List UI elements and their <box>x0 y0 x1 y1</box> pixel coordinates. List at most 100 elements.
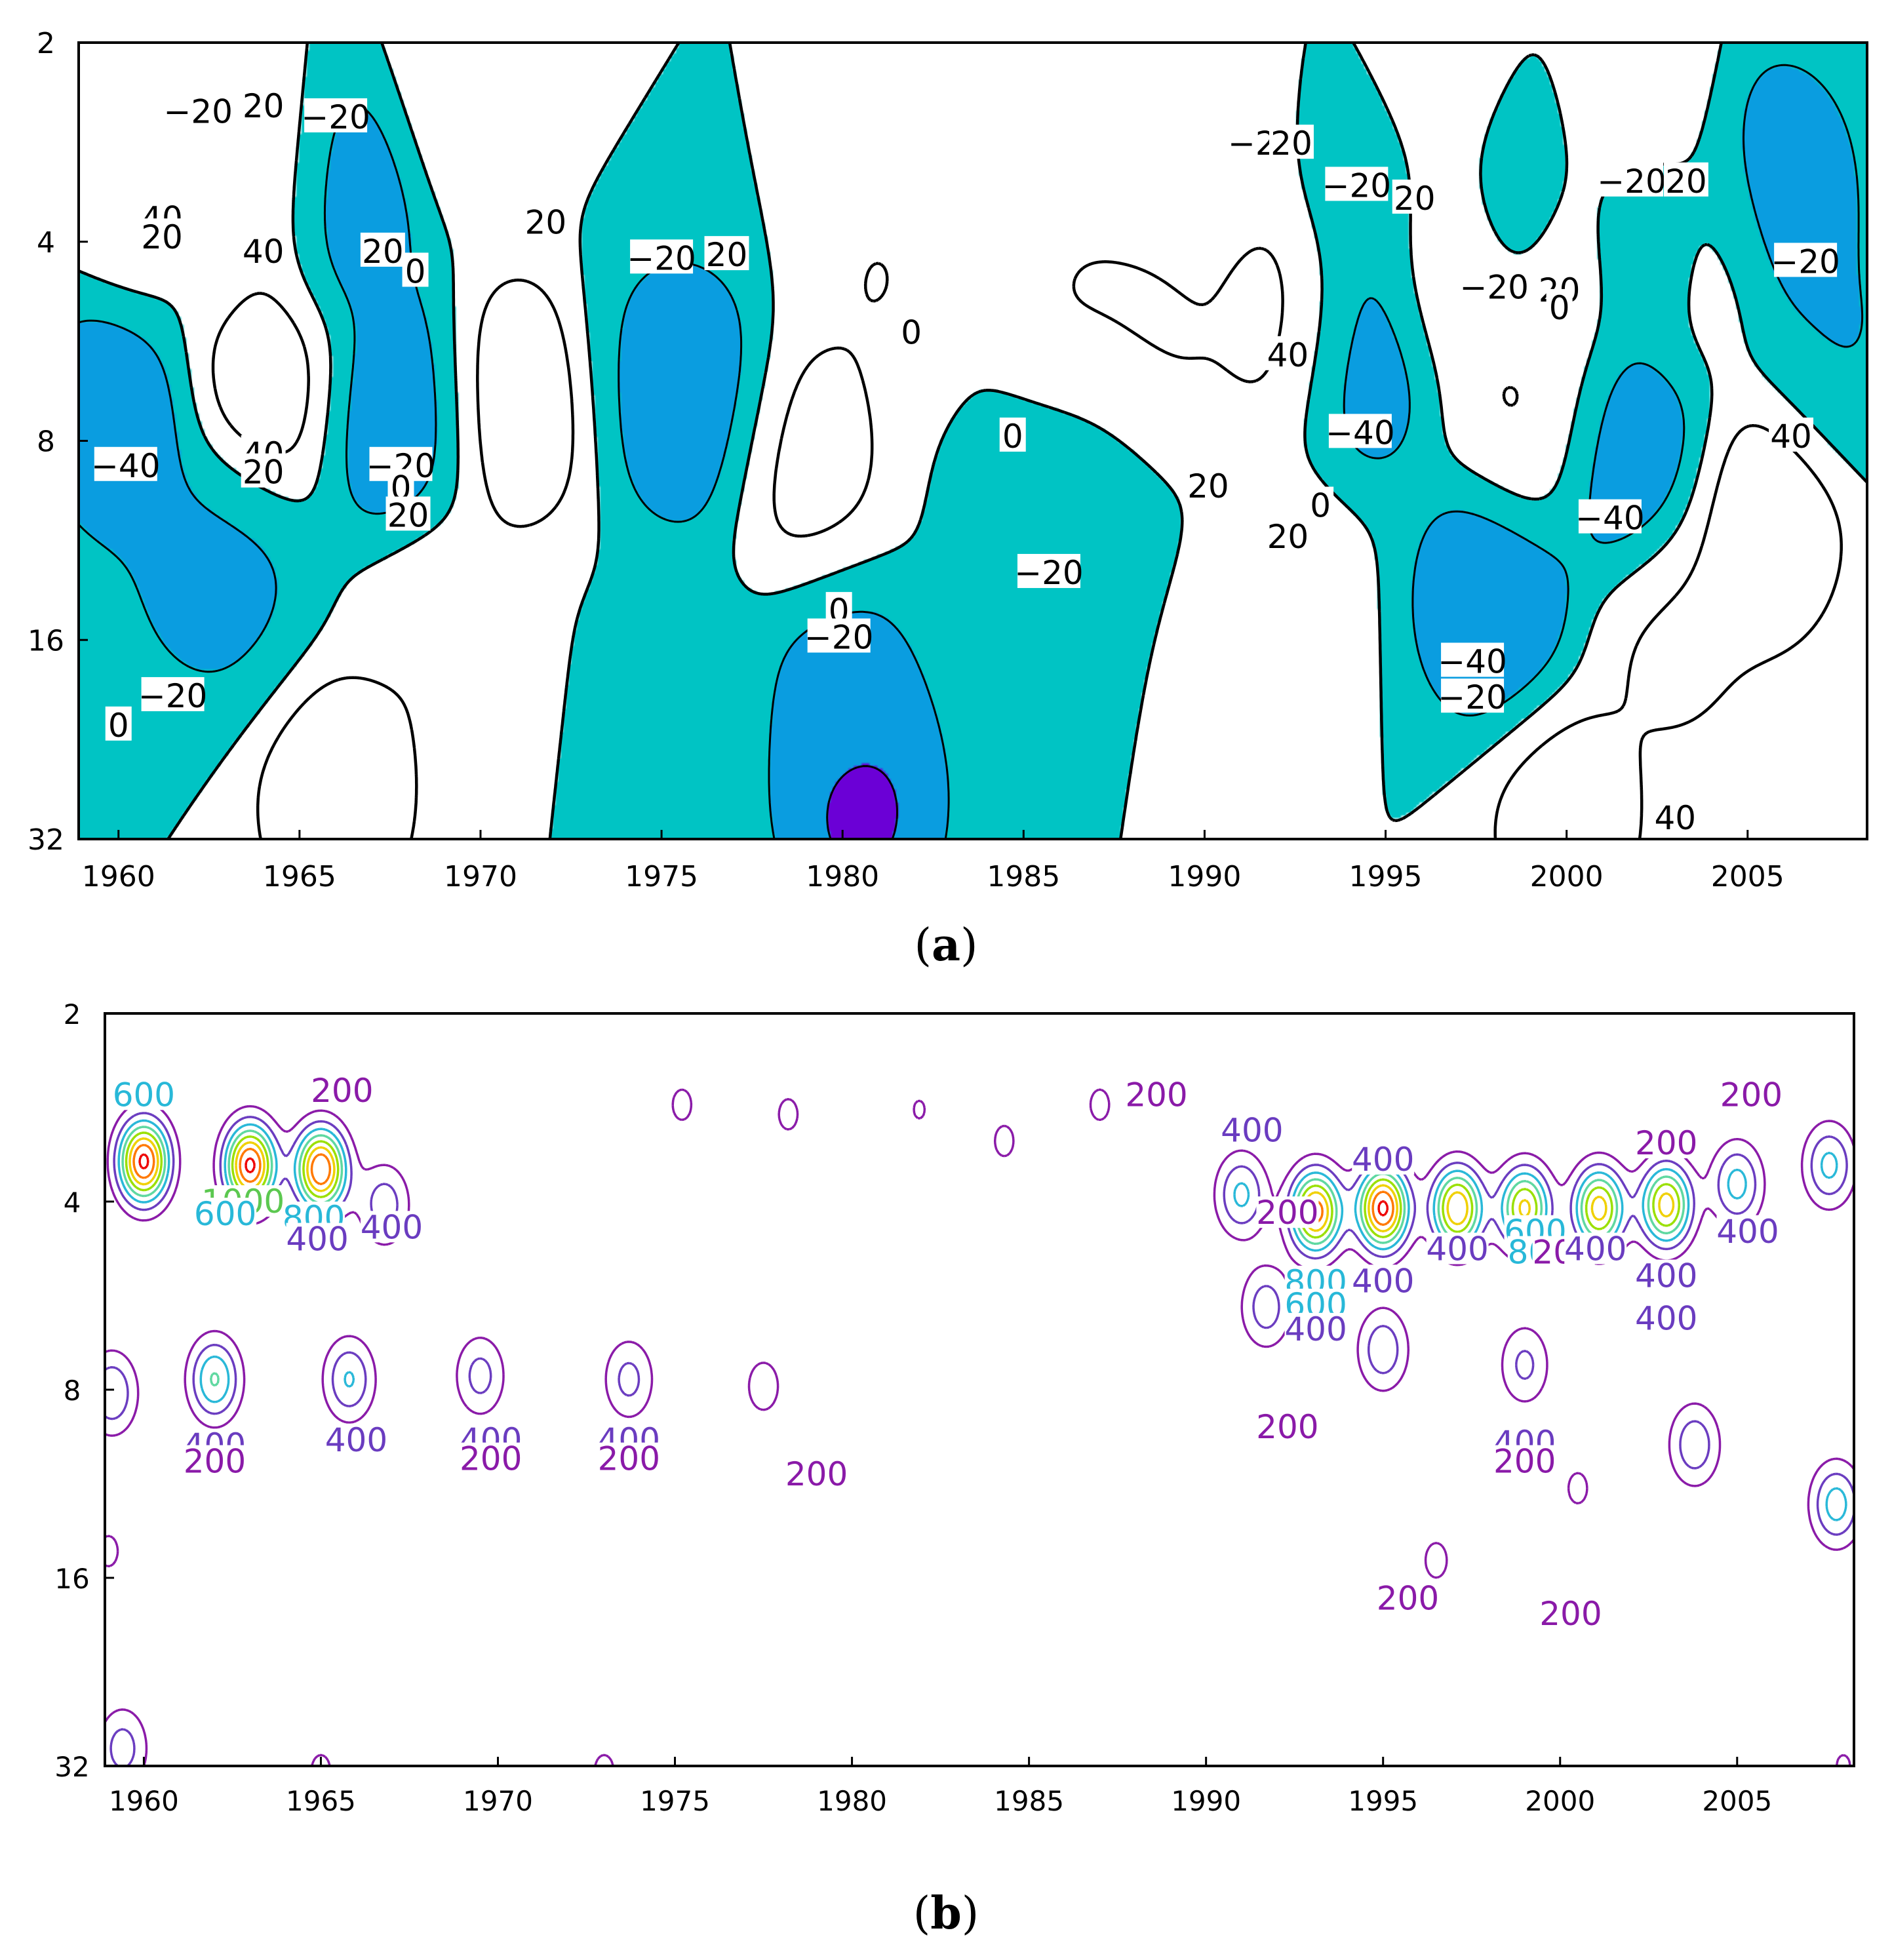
y-tick-label: 16 <box>28 624 64 657</box>
contour-label: 200 <box>1256 1408 1318 1446</box>
x-tick-label: 2005 <box>1702 1785 1772 1817</box>
contour-label-background <box>1720 1078 1783 1110</box>
x-tick-label: 1965 <box>286 1785 356 1817</box>
contour-label-background <box>286 1223 349 1255</box>
contour-label-background <box>1265 517 1311 552</box>
contour-label: 20 <box>706 236 748 274</box>
y-tick-label: 4 <box>64 1186 81 1219</box>
contour-label: 0 <box>405 252 426 290</box>
contour-label-background <box>105 706 132 741</box>
x-tick-label: 1970 <box>463 1785 533 1817</box>
y-tick-label: 2 <box>64 998 81 1030</box>
x-tick-label: 1990 <box>1168 860 1241 893</box>
contour-label: 20 <box>243 87 285 125</box>
x-tick-label: 1985 <box>987 860 1060 893</box>
contour-label: 40 <box>243 233 285 271</box>
contour-label-background <box>1017 554 1080 589</box>
contour-label: 200 <box>1377 1580 1439 1618</box>
contour-label: 200 <box>1720 1076 1783 1114</box>
contour-label-background <box>1663 162 1708 197</box>
contour-label: −40 <box>1438 642 1507 680</box>
contour-label-background <box>1185 467 1231 502</box>
panel-b-line-contours <box>105 1088 1854 1766</box>
contour-label: −20 <box>138 677 208 715</box>
contour-label: −20 <box>1014 554 1084 592</box>
contour-label-background <box>94 446 157 481</box>
contour-label-background <box>194 1198 257 1230</box>
y-tick-label: 8 <box>64 1375 81 1407</box>
x-tick-label: 1965 <box>263 860 336 893</box>
contour-label: 400 <box>286 1221 348 1259</box>
contour-label: 0 <box>901 313 922 351</box>
contour-label: 20 <box>387 496 429 534</box>
contour-label: 400 <box>1564 1230 1626 1268</box>
contour-label: 0 <box>1002 418 1023 456</box>
contour-label-background <box>1284 1312 1347 1344</box>
contour-label-background <box>1256 1411 1319 1443</box>
contour-label-background <box>1463 268 1526 303</box>
x-tick-label: 1960 <box>82 860 155 893</box>
contour-label-background <box>1769 417 1814 452</box>
y-tick-label: 8 <box>37 425 55 459</box>
contour-label-background <box>597 1442 660 1474</box>
contour-label-background <box>1392 179 1437 214</box>
contour-label: 40 <box>1770 418 1812 456</box>
y-tick-label: 16 <box>54 1563 89 1595</box>
contour-label-background <box>1328 414 1392 448</box>
contour-label-background <box>241 453 286 488</box>
x-tick-label: 1985 <box>994 1785 1064 1817</box>
contour-label-background <box>1269 125 1314 159</box>
panel-a-label-letter: a <box>932 919 960 971</box>
contour-label: −40 <box>1326 414 1395 452</box>
contour-label-background <box>898 313 925 348</box>
contour-label: −20 <box>1771 243 1840 281</box>
contour-label: 200 <box>460 1440 522 1478</box>
contour-label: 20 <box>1271 125 1312 163</box>
contour-line <box>79 64 1864 839</box>
contour-label: 200 <box>1493 1443 1556 1481</box>
contour-label-background <box>1653 798 1698 833</box>
contour-label: 20 <box>1665 163 1707 201</box>
panel-b-x-axis: 1960 1965 1970 1975 1980 1985 1990 1995 2000 2005 <box>109 1757 1772 1817</box>
contour-label: 400 <box>1716 1213 1779 1251</box>
contour-label: 400 <box>1221 1111 1283 1149</box>
contour-label-background <box>785 1457 848 1489</box>
contour-label: 0 <box>108 707 129 745</box>
y-tick-label: 32 <box>28 823 64 857</box>
contour-label-background <box>1256 1196 1319 1228</box>
contour-label-background <box>183 1445 246 1477</box>
x-tick-label: 2000 <box>1530 860 1604 893</box>
contour-label-background <box>141 676 205 711</box>
contour-label-background <box>1774 243 1838 277</box>
contour-label-background <box>1441 678 1505 713</box>
contour-label: −20 <box>1322 167 1392 205</box>
contour-label: 20 <box>1267 518 1309 556</box>
x-tick-label: 1975 <box>640 1785 710 1817</box>
contour-label-background <box>1125 1078 1188 1110</box>
panel-a-y-axis: 2 4 8 16 32 <box>28 27 88 857</box>
panel-b-contour-chart: 6002001000600800400400400200400400200400… <box>54 998 1855 1940</box>
contour-label-background <box>1265 336 1311 370</box>
panel-b-label: (b) <box>913 1887 979 1940</box>
contour-label-background <box>1539 1597 1602 1629</box>
contour-label-background <box>140 218 185 253</box>
contour-label: 200 <box>598 1440 660 1478</box>
contour-label-background <box>1635 1259 1698 1291</box>
x-tick-label: 1975 <box>625 860 698 893</box>
contour-label: 200 <box>1635 1124 1697 1162</box>
contour-line <box>132 1143 1394 1226</box>
contour-label-background <box>360 232 405 267</box>
panel-a-label: (a) <box>914 919 977 971</box>
contour-label: 400 <box>1635 1257 1697 1295</box>
contour-label-background <box>1426 1232 1489 1264</box>
contour-label-background <box>1578 499 1642 534</box>
contour-label: −20 <box>1438 678 1507 716</box>
contour-label-background <box>1493 1445 1556 1477</box>
contour-label: 600 <box>113 1076 175 1114</box>
x-tick-label: 2005 <box>1711 860 1784 893</box>
contour-line <box>125 1131 1681 1239</box>
panel-a-contour-chart: −2020−20402040200204020−40−20020−202000−… <box>28 27 1868 971</box>
contour-label-background <box>402 252 429 287</box>
contour-label: −20 <box>627 239 696 277</box>
x-tick-label: 1970 <box>444 860 517 893</box>
